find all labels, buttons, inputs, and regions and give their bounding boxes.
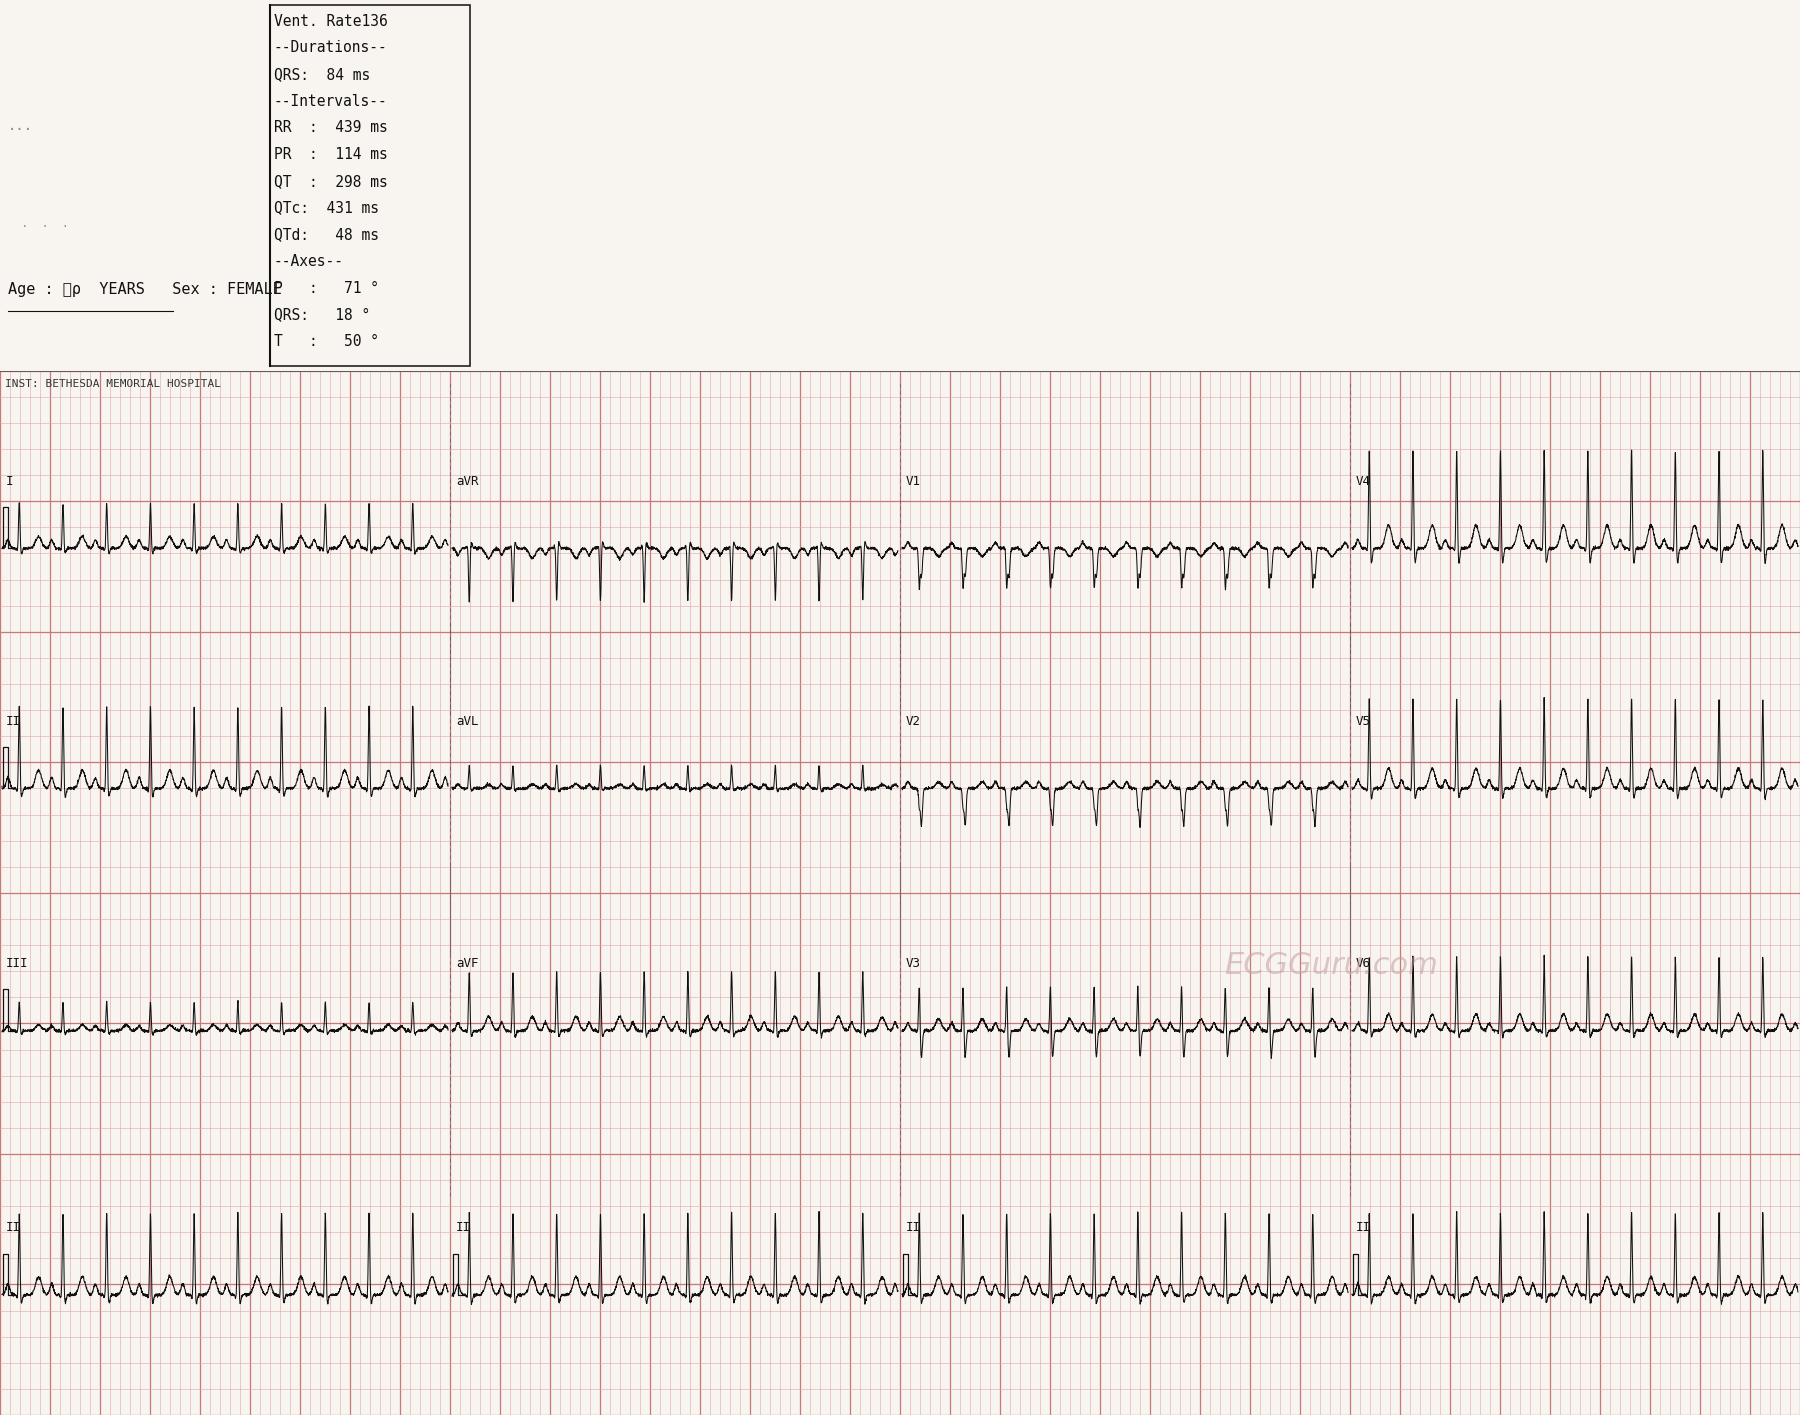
Text: QT  :  298 ms: QT : 298 ms	[274, 174, 387, 188]
Text: II: II	[455, 1221, 472, 1234]
Text: QTd:   48 ms: QTd: 48 ms	[274, 228, 380, 242]
Text: QRS:  84 ms: QRS: 84 ms	[274, 67, 371, 82]
Text: QRS:   18 °: QRS: 18 °	[274, 307, 371, 323]
Text: ...: ...	[7, 119, 32, 133]
Text: II: II	[905, 1221, 922, 1234]
Text: V2: V2	[905, 715, 922, 727]
Text: P   :   71 °: P : 71 °	[274, 280, 380, 296]
Text: T   :   50 °: T : 50 °	[274, 334, 380, 350]
Text: V4: V4	[1355, 475, 1372, 488]
Text: V1: V1	[905, 475, 922, 488]
Text: aVF: aVF	[455, 957, 479, 971]
Text: V6: V6	[1355, 957, 1372, 971]
Text: PR  :  114 ms: PR : 114 ms	[274, 147, 387, 163]
Text: RR  :  439 ms: RR : 439 ms	[274, 120, 387, 136]
Text: ·  ·  ·: · · ·	[7, 222, 68, 232]
Text: --Intervals--: --Intervals--	[274, 93, 387, 109]
Text: Age : ℓρ  YEARS   Sex : FEMALE: Age : ℓρ YEARS Sex : FEMALE	[7, 282, 283, 297]
Text: V5: V5	[1355, 715, 1372, 727]
Text: II: II	[5, 715, 22, 727]
Text: --Durations--: --Durations--	[274, 40, 387, 55]
Text: III: III	[5, 957, 29, 971]
Text: II: II	[1355, 1221, 1372, 1234]
Bar	[270, 6, 470, 365]
Text: II: II	[5, 1221, 22, 1234]
Text: I: I	[5, 475, 14, 488]
Text: --Axes--: --Axes--	[274, 255, 344, 269]
Text: aVR: aVR	[455, 475, 479, 488]
Text: aVL: aVL	[455, 715, 479, 727]
Text: ECGGuru.com: ECGGuru.com	[1224, 951, 1438, 981]
Text: Vent. Rate136: Vent. Rate136	[274, 14, 387, 28]
Text: INST: BETHESDA MEMORIAL HOSPITAL: INST: BETHESDA MEMORIAL HOSPITAL	[5, 379, 221, 389]
Text: QTc:  431 ms: QTc: 431 ms	[274, 201, 380, 215]
Text: V3: V3	[905, 957, 922, 971]
